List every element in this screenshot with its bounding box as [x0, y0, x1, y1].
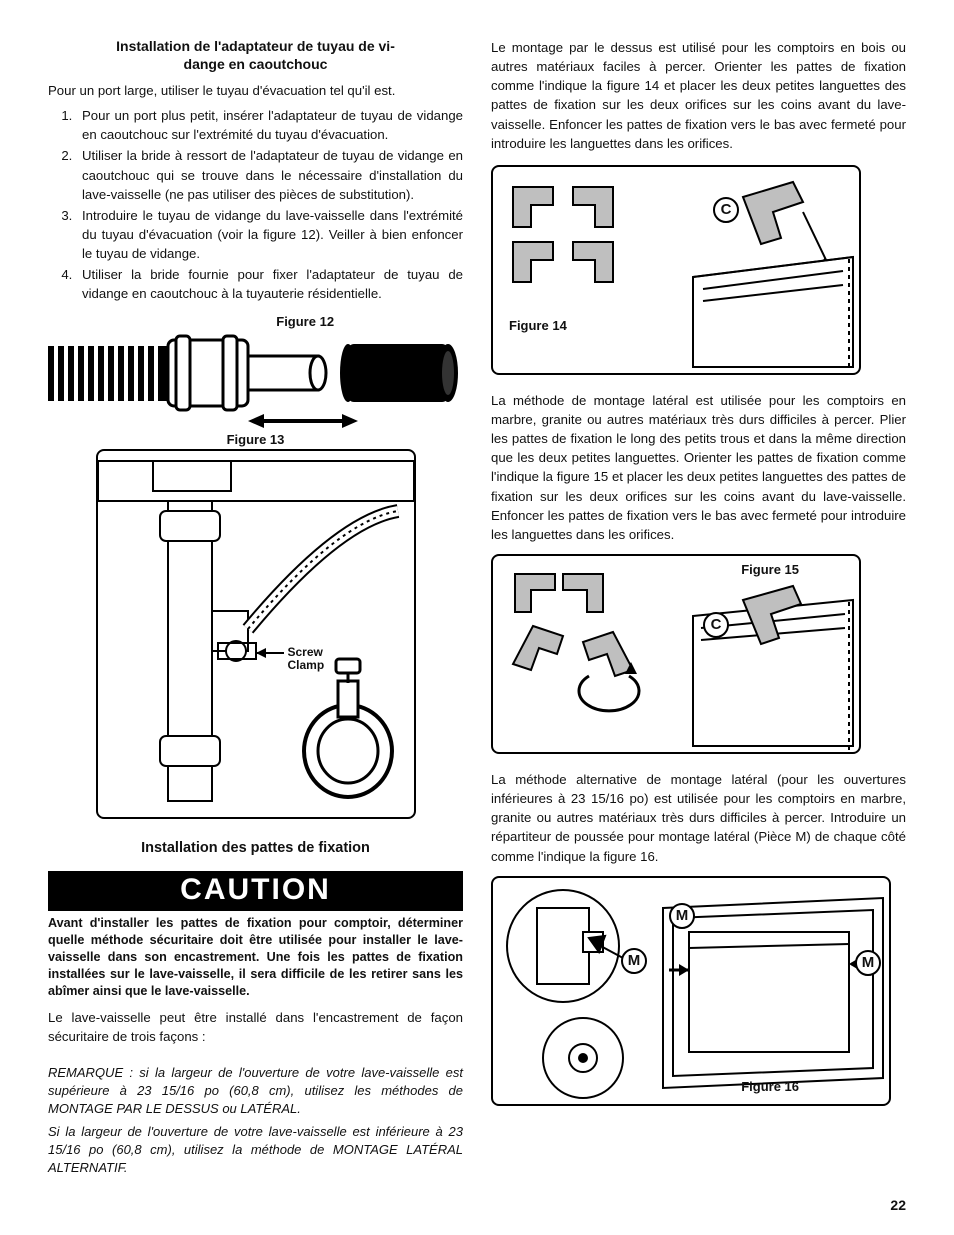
figure-16: M M M Figure 16: [491, 876, 891, 1106]
figure-12-svg: [48, 316, 458, 436]
intro-text: Pour un port large, utiliser le tuyau d'…: [48, 81, 463, 100]
figure-14: Figure 14 C: [491, 165, 861, 375]
step-4: Utiliser la bride fournie pour fixer l'a…: [76, 265, 463, 303]
figure-16-callout-1: M: [669, 903, 695, 929]
left-column: Installation de l'adaptateur de tuyau de…: [48, 38, 463, 1211]
step-3: Introduire le tuyau de vidange du lave-v…: [76, 206, 463, 263]
para-side-mount: La méthode de montage latéral est utilis…: [491, 391, 906, 544]
figure-16-callout-3: M: [855, 950, 881, 976]
para-alt-side-mount: La méthode alternative de montage latéra…: [491, 770, 906, 866]
steps-list: Pour un port plus petit, insérer l'adapt…: [48, 106, 463, 305]
figure-13-svg: [98, 451, 414, 817]
figure-15: Figure 15 C: [491, 554, 861, 754]
caution-text: Avant d'installer les pattes de fixation…: [48, 915, 463, 1000]
figure-12: Figure 12: [48, 316, 463, 436]
figure-15-svg: [493, 556, 859, 752]
figure-13: Screw Clamp: [96, 449, 416, 819]
step-2: Utiliser la bride à ressort de l'adaptat…: [76, 146, 463, 203]
figure-14-label: Figure 14: [509, 318, 567, 333]
figure-16-callout-2: M: [621, 948, 647, 974]
heading-adapter: Installation de l'adaptateur de tuyau de…: [48, 38, 463, 73]
after-caution-text: Le lave-vaisselle peut être installé dan…: [48, 1008, 463, 1046]
figure-14-callout: C: [713, 197, 739, 223]
figure-15-label: Figure 15: [741, 562, 799, 577]
step-1: Pour un port plus petit, insérer l'adapt…: [76, 106, 463, 144]
caution-banner: CAUTION: [48, 871, 463, 911]
figure-16-label: Figure 16: [741, 1079, 799, 1094]
remark-2: Si la largeur de l'ouverture de votre la…: [48, 1123, 463, 1178]
remark-1: REMARQUE : si la largeur de l'ouverture …: [48, 1064, 463, 1119]
figure-13-annot: Screw Clamp: [288, 646, 325, 672]
para-top-mount: Le montage par le dessus est utilisé pou…: [491, 38, 906, 153]
figure-15-callout: C: [703, 612, 729, 638]
page: Installation de l'adaptateur de tuyau de…: [0, 0, 954, 1235]
figure-12-label: Figure 12: [276, 314, 334, 329]
figure-14-svg: [493, 167, 859, 373]
heading-brackets: Installation des pattes de fixation: [48, 839, 463, 857]
page-number: 22: [890, 1197, 906, 1213]
right-column: Le montage par le dessus est utilisé pou…: [491, 38, 906, 1211]
